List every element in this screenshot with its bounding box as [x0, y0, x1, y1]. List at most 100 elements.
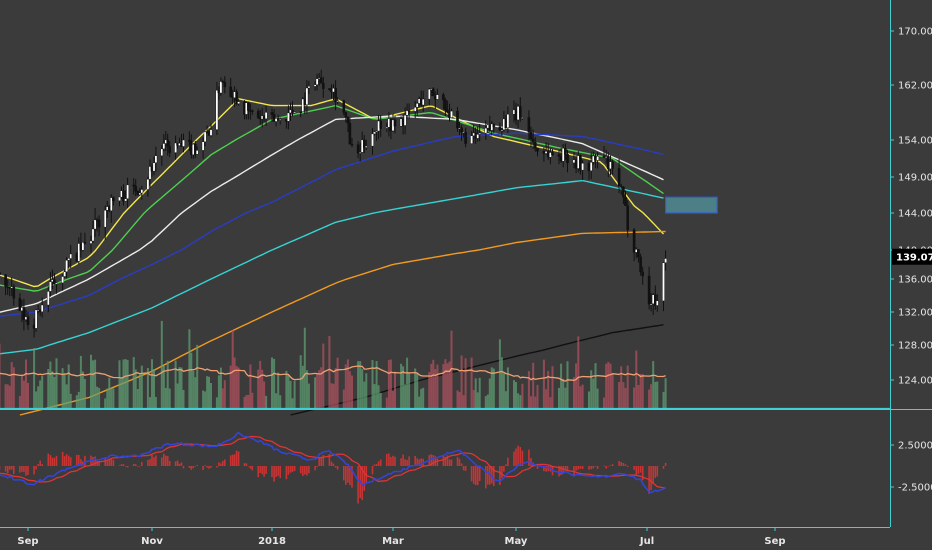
histogram-bar [402, 454, 404, 466]
histogram-bar [641, 466, 644, 481]
candle-body [639, 256, 642, 273]
histogram-bar [371, 466, 374, 475]
volume-bar [530, 396, 532, 408]
candle-body [572, 159, 576, 164]
histogram-bar [279, 466, 281, 479]
volume-bar [263, 381, 266, 408]
candle-body [272, 114, 276, 122]
histogram-bar [161, 457, 163, 466]
candle-body [458, 127, 461, 130]
x-tick-label: May [505, 536, 528, 547]
volume-bar [277, 372, 280, 408]
volume-bar [320, 367, 323, 408]
candle-body [235, 91, 238, 104]
histogram-bar [263, 466, 265, 477]
volume-bar [534, 396, 537, 408]
histogram-bar [63, 456, 66, 466]
histogram-bar [134, 464, 137, 466]
histogram-bar [664, 462, 667, 466]
candle-body [346, 116, 350, 124]
candle-body [476, 134, 480, 139]
candle-body [602, 155, 606, 158]
volume-bar [408, 373, 411, 408]
volume-bar [566, 361, 569, 408]
last-price-marker [892, 248, 932, 265]
volume-bar [420, 388, 423, 408]
histogram-bar [55, 455, 58, 466]
histogram-bar [519, 446, 522, 466]
volume-bar [204, 391, 207, 408]
volume-bar [620, 366, 623, 408]
histogram-bar [208, 466, 210, 469]
volume-bar [318, 370, 321, 408]
histogram-bar [336, 466, 339, 470]
volume-bar [249, 364, 252, 408]
candle-body [403, 114, 407, 126]
candle-body [579, 155, 582, 171]
candle-body [521, 117, 524, 119]
histogram-bar [245, 463, 248, 466]
volume-bar [243, 396, 246, 408]
histogram-bar [624, 464, 627, 466]
histogram-bar [507, 457, 509, 466]
volume-bar [229, 365, 232, 408]
volume-bar [560, 363, 563, 408]
histogram-bar [155, 455, 157, 466]
candle-body [195, 150, 199, 155]
candle-body [77, 243, 81, 262]
candle-body [587, 162, 591, 171]
volume-bar [346, 359, 349, 408]
histogram-bar [316, 466, 318, 467]
candle-body [291, 109, 294, 114]
histogram-bar [126, 466, 129, 468]
volume-bar [641, 374, 644, 408]
histogram-bar [404, 459, 406, 466]
volume-bar [375, 361, 378, 408]
volume-bar [202, 390, 205, 408]
volume-bar [314, 377, 317, 408]
candle-body [299, 111, 303, 113]
price-panel[interactable] [0, 69, 718, 416]
candle-body [557, 154, 561, 157]
volume-bar [622, 382, 625, 408]
volume-bar [590, 370, 593, 408]
candle-body [103, 209, 107, 228]
histogram-bar [517, 445, 519, 466]
volume-bar [124, 359, 127, 408]
volume-bar [132, 357, 135, 408]
volume-bar [261, 369, 264, 408]
volume-bar [389, 359, 392, 408]
histogram-bar [560, 466, 562, 476]
candle-body [561, 147, 565, 162]
volume-bar [490, 367, 493, 408]
volume-bar [515, 382, 517, 408]
volume-bar [69, 393, 72, 408]
candle-body [132, 184, 136, 187]
histogram-bar [566, 466, 569, 471]
volume-panel [0, 320, 667, 408]
histogram-bar [287, 466, 290, 475]
volume-bar [428, 372, 431, 408]
volume-bar [609, 363, 612, 408]
histogram-bar [218, 462, 220, 466]
moving-average-line [0, 132, 664, 317]
histogram-bar [153, 457, 155, 466]
candle-body [223, 81, 227, 88]
volume-bar [637, 385, 640, 408]
histogram-bar [188, 466, 191, 468]
candle-body [274, 118, 278, 122]
candle-body [97, 219, 101, 228]
candle-body [154, 155, 158, 164]
histogram-bar [536, 466, 539, 469]
volume-bar [460, 355, 463, 408]
volume-bar [182, 390, 185, 408]
volume-bar [219, 367, 222, 408]
volume-bar [110, 388, 113, 408]
histogram-bar [444, 456, 447, 466]
volume-bar [422, 387, 425, 408]
oscillator-panel[interactable] [0, 431, 667, 504]
volume-bar [336, 357, 339, 408]
volume-bar [662, 391, 665, 408]
volume-bar [259, 360, 262, 408]
volume-bar [562, 378, 565, 408]
